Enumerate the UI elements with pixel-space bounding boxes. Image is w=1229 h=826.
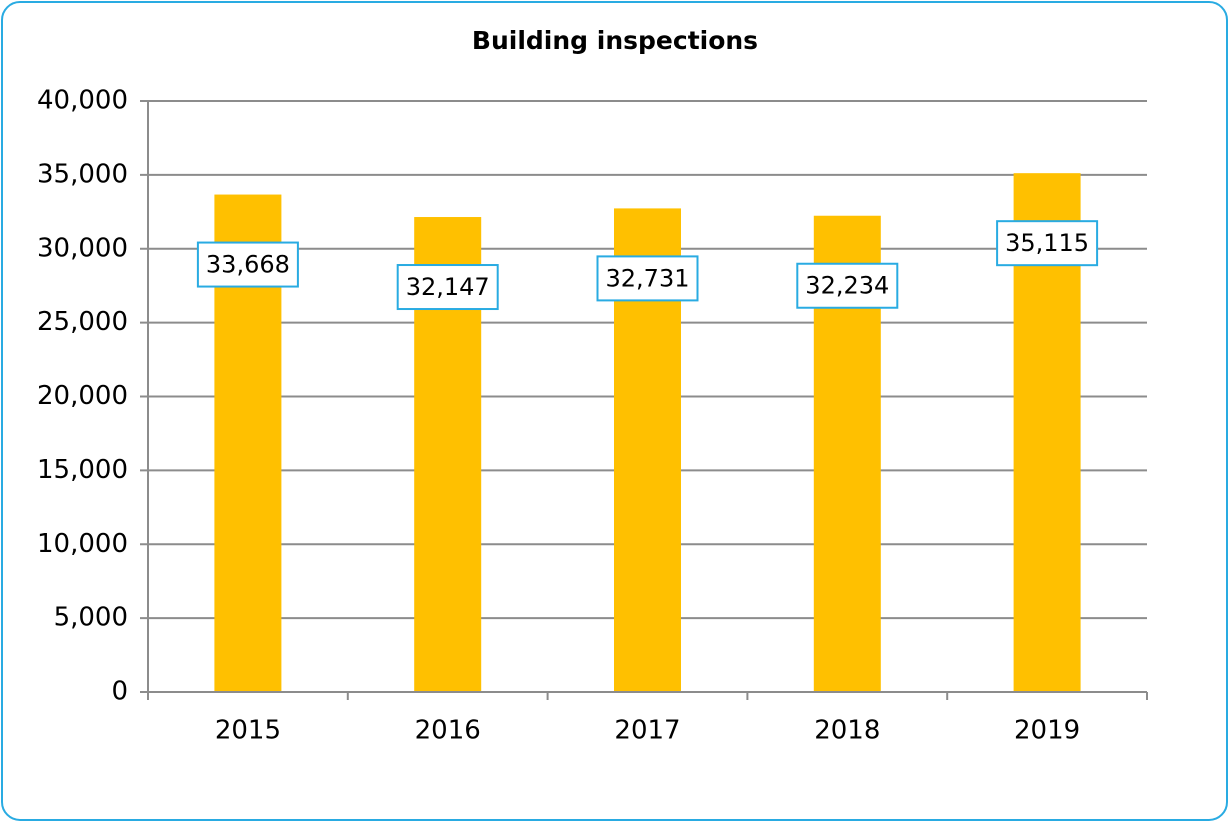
y-tick-label: 30,000 <box>37 233 128 263</box>
data-label-box <box>396 264 499 311</box>
y-tick-label: 10,000 <box>37 529 128 559</box>
y-tick-label: 15,000 <box>37 455 128 485</box>
data-label: 32,147 <box>406 273 490 301</box>
x-tick-label: 2019 <box>1014 716 1080 746</box>
y-tick-label: 20,000 <box>37 381 128 411</box>
x-tick-label: 2016 <box>415 716 481 746</box>
chart-title: Building inspections <box>472 26 758 55</box>
x-tick-label: 2018 <box>814 716 880 746</box>
data-label-box <box>596 255 699 302</box>
data-label-box <box>796 262 899 309</box>
data-label: 35,115 <box>1005 229 1089 257</box>
data-label: 33,668 <box>206 251 290 279</box>
data-label-box <box>996 220 1099 267</box>
y-tick-label: 40,000 <box>37 86 128 116</box>
data-label: 32,234 <box>805 272 889 300</box>
x-tick-label: 2015 <box>215 716 281 746</box>
data-label-box <box>196 241 299 288</box>
x-tick-label: 2017 <box>614 716 680 746</box>
data-label: 32,731 <box>606 264 690 292</box>
y-tick-label: 0 <box>111 677 128 707</box>
y-tick-label: 35,000 <box>37 159 128 189</box>
y-tick-label: 25,000 <box>37 307 128 337</box>
y-tick-label: 5,000 <box>54 603 128 633</box>
